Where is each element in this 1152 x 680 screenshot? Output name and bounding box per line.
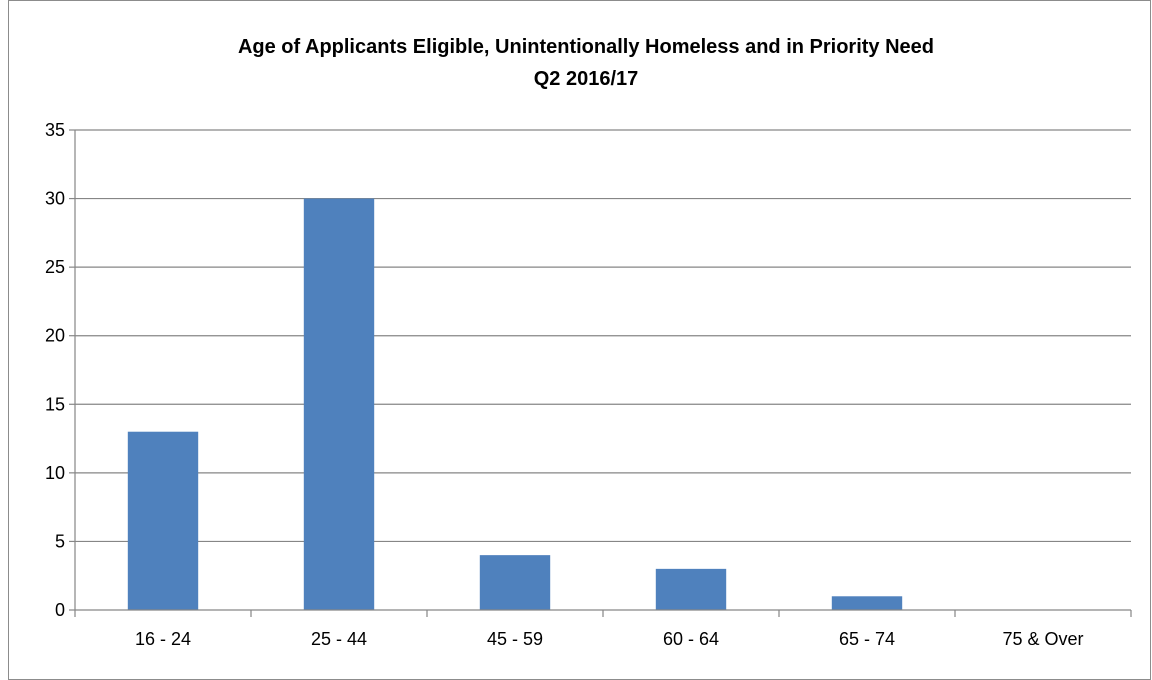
gridlines — [75, 129, 1131, 543]
y-tick-label: 20 — [45, 326, 65, 346]
chart-frame — [8, 0, 1151, 680]
bar-60-64 — [655, 568, 727, 610]
chart-subtitle: Q2 2016/17 — [534, 68, 639, 90]
axes — [69, 129, 1132, 617]
y-tick-label: 5 — [55, 531, 65, 551]
x-tick-label: 65 - 74 — [839, 629, 895, 649]
y-tick-label: 10 — [45, 463, 65, 483]
y-tick-label: 35 — [45, 120, 65, 140]
y-tick-label: 15 — [45, 394, 65, 414]
bars — [127, 198, 903, 611]
bar-16-24 — [127, 431, 199, 610]
x-tick-label: 45 - 59 — [487, 629, 543, 649]
chart-title: Age of Applicants Eligible, Unintentiona… — [238, 36, 934, 58]
x-tick-label: 60 - 64 — [663, 629, 719, 649]
y-tick-label: 30 — [45, 189, 65, 209]
y-tick-label: 25 — [45, 257, 65, 277]
x-tick-label: 75 & Over — [1002, 629, 1083, 649]
bar-65-74 — [831, 596, 903, 610]
bar-45-59 — [479, 555, 551, 610]
tick-labels: 0 5 10 15 20 25 30 35 16 - 24 25 - 44 45 - 59 60 - … — [45, 120, 1084, 649]
x-tick-label: 25 - 44 — [311, 629, 367, 649]
y-tick-label: 0 — [55, 600, 65, 620]
x-tick-label: 16 - 24 — [135, 629, 191, 649]
bar-25-44 — [303, 198, 375, 611]
